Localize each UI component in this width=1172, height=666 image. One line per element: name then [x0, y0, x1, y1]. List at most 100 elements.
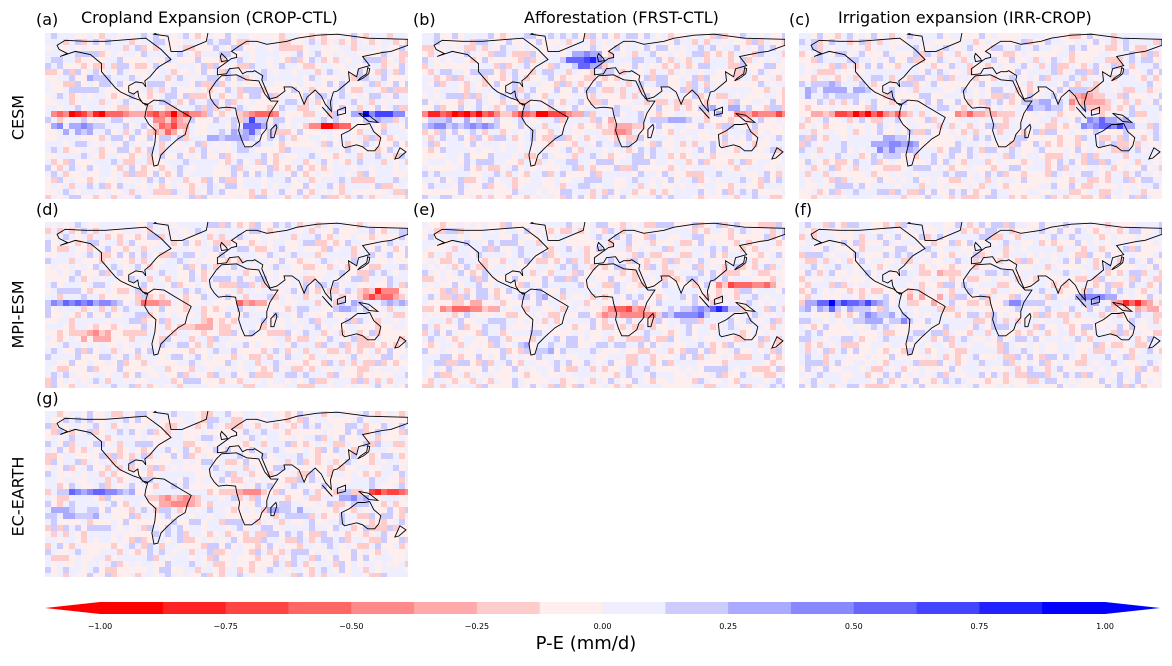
- map-svg: [45, 33, 408, 199]
- coastline: [1111, 256, 1125, 271]
- coastline: [144, 288, 192, 356]
- coastline: [216, 222, 408, 302]
- coastline: [270, 312, 278, 328]
- colorbar: [45, 602, 1160, 614]
- coastline: [433, 226, 549, 295]
- coastline: [734, 256, 748, 271]
- coastline: [1148, 147, 1161, 160]
- colorbar-label: P-E (mm/d): [535, 633, 637, 654]
- coastline: [713, 106, 723, 116]
- coastline: [734, 67, 748, 82]
- coastline: [358, 112, 380, 124]
- colorbar-extend-min: [45, 602, 100, 614]
- coastline: [962, 74, 1033, 148]
- colorbar-tick-label: −1.00: [87, 622, 113, 631]
- coastlines: [56, 222, 408, 356]
- coastline: [698, 106, 710, 119]
- map-svg: [45, 222, 408, 388]
- coastline: [771, 147, 784, 160]
- row-label-ecearth: EC-EARTH: [8, 456, 28, 537]
- coastline: [216, 411, 408, 491]
- colorbar-tick-label: 0.75: [970, 622, 989, 631]
- coastline: [144, 477, 192, 545]
- map-svg: [422, 33, 785, 199]
- coastline: [219, 52, 229, 63]
- colorbar-tick-label: 1.00: [1096, 622, 1114, 631]
- coastline: [358, 301, 380, 313]
- column-title-frst: Afforestation (FRST-CTL): [524, 8, 719, 27]
- coastline: [973, 241, 983, 252]
- coastline: [698, 295, 710, 308]
- coastline: [593, 222, 785, 302]
- colorbar-bin: [476, 602, 541, 614]
- panel-letter-a: (a): [36, 10, 59, 29]
- anomaly-field: [422, 33, 785, 199]
- colorbar-bin: [916, 602, 980, 614]
- colorbar-tick-label: 0.25: [719, 622, 738, 631]
- coastline: [717, 311, 759, 341]
- coastline: [336, 106, 346, 116]
- coastline: [1148, 336, 1161, 349]
- colorbar-bin: [288, 602, 352, 614]
- coastlines: [56, 33, 408, 167]
- map-panel-ecearth-crop: [45, 411, 408, 577]
- coastline: [152, 411, 209, 430]
- colorbar-tick-label: −0.75: [213, 622, 238, 631]
- coastline: [713, 295, 723, 305]
- coastline: [717, 122, 759, 152]
- coastline: [1090, 106, 1100, 116]
- coastline: [529, 33, 586, 52]
- anomaly-field: [45, 222, 408, 388]
- colorbar-bin: [790, 602, 855, 614]
- coastline: [321, 295, 333, 308]
- colorbar-bin: [162, 602, 227, 614]
- panel-letter-b: (b): [413, 10, 436, 29]
- coastline: [1024, 312, 1032, 328]
- coastline: [56, 226, 172, 295]
- colorbar-tick-label: 0.50: [844, 622, 863, 631]
- coastline: [208, 452, 279, 526]
- coastlines: [810, 222, 1162, 356]
- map-svg: [799, 222, 1162, 388]
- row-label-cesm: CESM: [8, 94, 28, 141]
- coastline: [810, 37, 926, 106]
- coastline: [593, 33, 785, 113]
- coastline: [219, 430, 229, 441]
- coastline: [321, 106, 333, 119]
- coastline: [56, 415, 172, 484]
- coastline: [970, 33, 1162, 113]
- colorbar-tick-label: 0.00: [593, 622, 612, 631]
- coastline: [529, 222, 586, 241]
- coastline: [1024, 123, 1032, 139]
- coastline: [1075, 295, 1087, 308]
- coastline: [357, 445, 371, 460]
- coastline: [898, 99, 946, 167]
- panel-letter-g: (g): [36, 389, 59, 408]
- coastline: [152, 33, 209, 52]
- coastlines: [433, 33, 785, 167]
- coastline: [521, 288, 569, 356]
- coastline: [906, 33, 963, 52]
- map-panel-cesm-frst: [422, 33, 785, 199]
- coastline: [270, 501, 278, 517]
- panel-letter-d: (d): [36, 200, 59, 219]
- coastline: [1112, 112, 1134, 124]
- coastline: [336, 484, 346, 494]
- map-panel-cesm-irr: [799, 33, 1162, 199]
- coastlines: [810, 33, 1162, 167]
- coastline: [394, 525, 407, 538]
- coastline: [56, 37, 172, 106]
- map-svg: [422, 222, 785, 388]
- colorbar-bin: [1042, 602, 1106, 614]
- coastline: [962, 263, 1033, 337]
- coastline: [1094, 122, 1136, 152]
- colorbar-bin: [853, 602, 918, 614]
- coastline: [810, 226, 926, 295]
- colorbar-bin: [351, 602, 415, 614]
- coastline: [152, 222, 209, 241]
- panel-letter-c: (c): [789, 10, 811, 29]
- coastline: [585, 263, 656, 337]
- colorbar-bin: [100, 602, 164, 614]
- colorbar-bin: [979, 602, 1043, 614]
- colorbar-bin: [414, 602, 478, 614]
